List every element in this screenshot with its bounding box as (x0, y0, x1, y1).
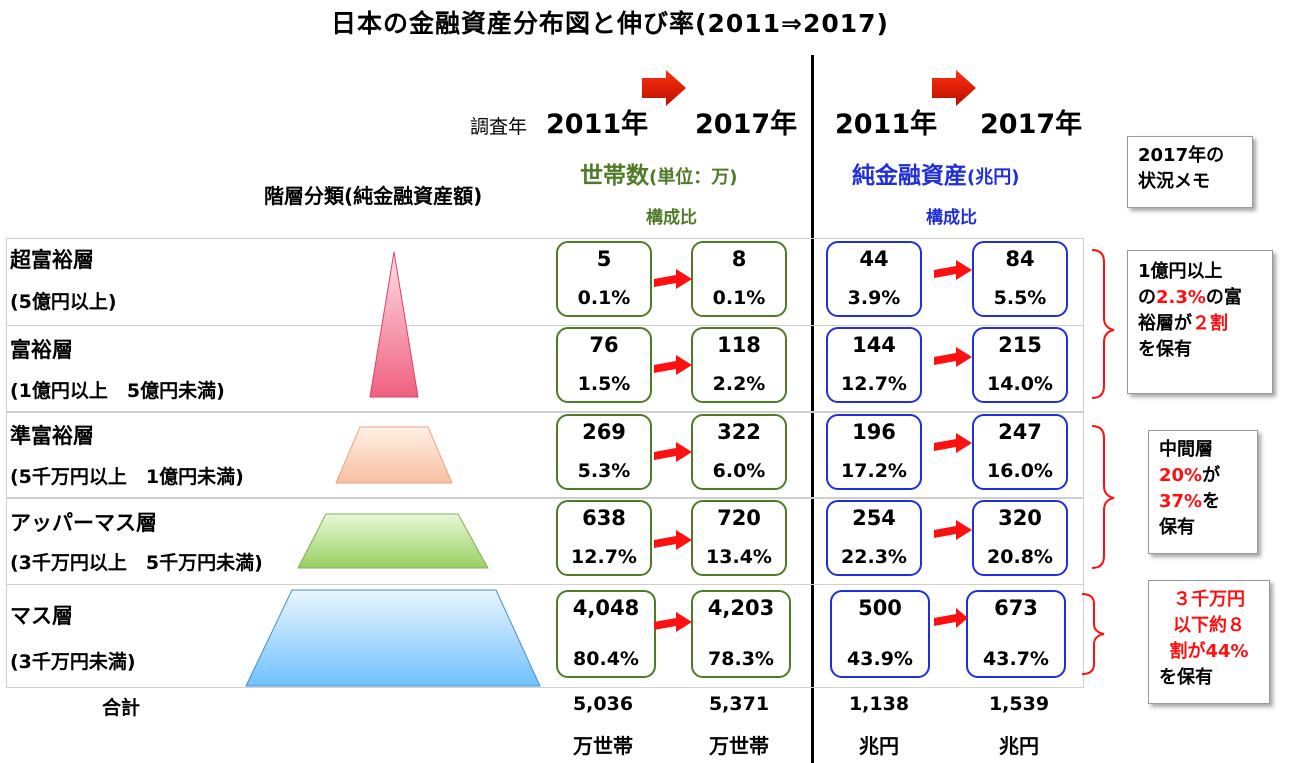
memo-mass: ３千万円 以下約８ 割が44% を保有 (1148, 580, 1270, 704)
total-as-2017-unit: 兆円 (999, 734, 1039, 758)
as-2017-box-5: 673 43.7% (966, 590, 1066, 678)
total-as-2017: 1,539 (988, 693, 1050, 715)
tier-range-3: (5千万円以上 1億円未満) (10, 466, 244, 488)
households-ratio-label: 構成比 (646, 208, 697, 228)
year-hh-2017: 2017年 (695, 109, 798, 140)
brace-2-icon (1091, 425, 1115, 569)
tier-range-2: (1億円以上 5億円未満) (10, 380, 225, 402)
tier-name-4: アッパーマス層 (10, 511, 157, 535)
tier-row-2 (6, 325, 1084, 413)
hh-2011-box-3: 269 5.3% (556, 414, 652, 490)
as-2017-box-2: 215 14.0% (972, 327, 1068, 403)
year-as-2017: 2017年 (980, 109, 1083, 140)
arrow-2011-2017-assets-icon (932, 70, 976, 106)
tier-name-1: 超富裕層 (10, 248, 94, 272)
as-2011-box-3: 196 17.2% (826, 414, 922, 490)
total-as-2011: 1,138 (848, 693, 910, 715)
arrow-2011-2017-households-icon (642, 70, 686, 106)
tier-range-1: (5億円以上) (10, 291, 117, 313)
year-as-2011: 2011年 (835, 109, 938, 140)
total-hh-2011-unit: 万世帯 (573, 734, 633, 758)
pyramid-tier-5 (245, 589, 541, 687)
pyramid-tier-3 (335, 426, 453, 484)
hh-2011-box-2: 76 1.5% (556, 327, 652, 403)
hh-2011-box-4: 638 12.7% (556, 500, 652, 576)
hh-2017-box-5: 4,203 78.3% (691, 590, 791, 678)
pyramid-tier-1 (369, 251, 419, 398)
hh-2017-box-1: 8 0.1% (691, 241, 787, 317)
as-2017-box-1: 84 5.5% (972, 241, 1068, 317)
pyramid-diagram (245, 251, 541, 687)
brace-1-icon (1091, 249, 1115, 399)
brace-3-icon (1081, 593, 1105, 675)
page-title: 日本の金融資産分布図と伸び率(2011⇒2017) (331, 9, 889, 38)
households-header: 世帯数(単位：万) (580, 163, 738, 189)
total-hh-2017: 5,371 (708, 693, 770, 715)
total-as-2011-unit: 兆円 (859, 734, 899, 758)
total-hh-2011: 5,036 (572, 693, 634, 715)
hh-2011-box-1: 5 0.1% (556, 241, 652, 317)
as-2017-box-3: 247 16.0% (972, 414, 1068, 490)
as-2011-box-2: 144 12.7% (826, 327, 922, 403)
memo-middle: 中間層 20%が 37%を 保有 (1148, 430, 1258, 554)
hh-2017-box-3: 322 6.0% (691, 414, 787, 490)
assets-header: 純金融資産(兆円) (852, 163, 1020, 189)
tier-row-3 (6, 411, 1084, 499)
divider-line (811, 55, 814, 763)
assets-ratio-label: 構成比 (926, 208, 977, 228)
total-hh-2017-unit: 万世帯 (709, 734, 769, 758)
hh-2011-box-5: 4,048 80.4% (556, 590, 656, 678)
memo-wealthy: 1億円以上 の2.3%の富 裕層が２割 を保有 (1127, 250, 1273, 394)
as-2011-box-4: 254 22.3% (826, 500, 922, 576)
category-header: 階層分類(純金融資産額) (264, 184, 483, 208)
year-hh-2011: 2011年 (546, 109, 649, 140)
hh-2017-box-2: 118 2.2% (691, 327, 787, 403)
survey-year-label: 調査年 (470, 116, 528, 138)
total-label: 合計 (102, 697, 141, 719)
tier-name-5: マス層 (10, 604, 73, 628)
tier-name-2: 富裕層 (10, 338, 73, 362)
memo-header: 2017年の状況メモ (1127, 136, 1253, 208)
pyramid-tier-4 (297, 513, 489, 569)
hh-2017-box-4: 720 13.4% (691, 500, 787, 576)
as-2017-box-4: 320 20.8% (972, 500, 1068, 576)
tier-range-5: (3千万円未満) (10, 651, 136, 673)
as-2011-box-5: 500 43.9% (830, 590, 930, 678)
as-2011-box-1: 44 3.9% (826, 241, 922, 317)
tier-range-4: (3千万円以上 5千万円未満) (10, 552, 263, 574)
tier-name-3: 準富裕層 (10, 424, 94, 448)
